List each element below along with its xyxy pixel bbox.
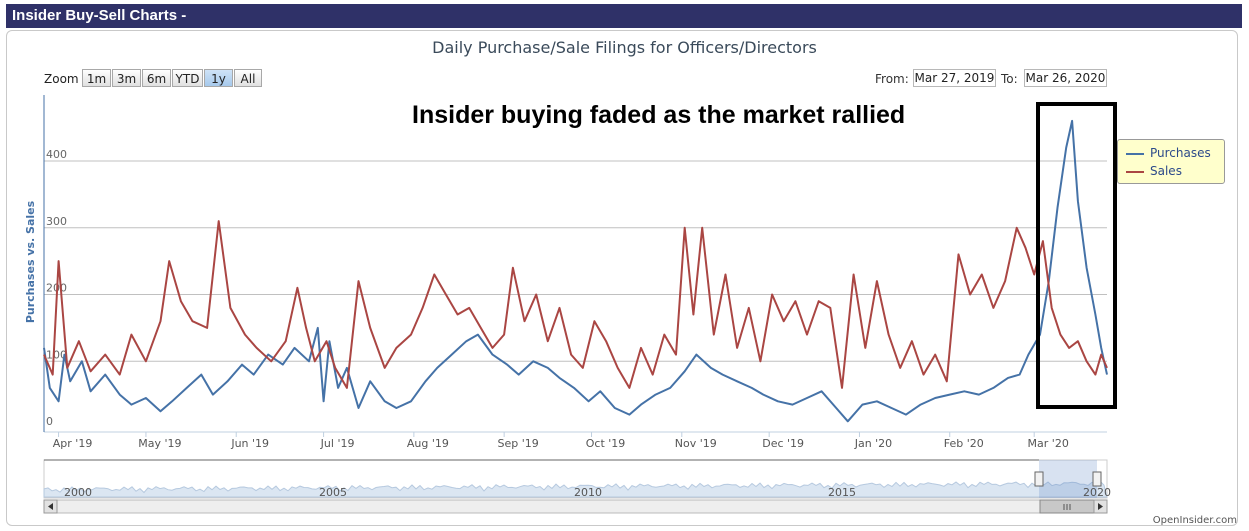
legend-swatch-sales bbox=[1126, 171, 1144, 173]
x-tick-label: Sep '19 bbox=[498, 437, 539, 450]
y-tick-label: 0 bbox=[46, 415, 53, 428]
navigator-series-area bbox=[43, 480, 1108, 498]
navigator-left-handle[interactable] bbox=[1034, 471, 1044, 487]
zoom-1m-button[interactable]: 1m bbox=[82, 69, 111, 87]
chevron-right-icon bbox=[1098, 503, 1103, 510]
x-tick-label: Nov '19 bbox=[675, 437, 717, 450]
page-header: Insider Buy-Sell Charts - bbox=[6, 4, 1242, 28]
page-title: Insider Buy-Sell Charts - bbox=[12, 7, 187, 24]
navigator-year-label: 2015 bbox=[828, 486, 856, 499]
y-tick-label: 400 bbox=[46, 148, 67, 161]
navigator-year-label: 2005 bbox=[319, 486, 347, 499]
x-tick-label: Feb '20 bbox=[944, 437, 984, 450]
from-date-input[interactable]: Mar 27, 2019 bbox=[913, 69, 996, 87]
legend-label-purchases: Purchases bbox=[1150, 146, 1211, 160]
x-tick-label: Oct '19 bbox=[586, 437, 626, 450]
legend: Purchases Sales bbox=[1117, 139, 1225, 184]
y-axis-label: Purchases vs. Sales bbox=[24, 200, 37, 323]
navigator-year-label: 2010 bbox=[574, 486, 602, 499]
chart-title: Daily Purchase/Sale Filings for Officers… bbox=[432, 38, 817, 57]
x-tick-label: Apr '19 bbox=[53, 437, 93, 450]
grip-icon bbox=[1063, 504, 1071, 510]
series-line-sales[interactable] bbox=[43, 220, 1108, 389]
chevron-left-icon bbox=[48, 503, 53, 510]
x-tick-label: Aug '19 bbox=[407, 437, 449, 450]
x-tick-label: May '19 bbox=[138, 437, 181, 450]
from-label: From: bbox=[875, 72, 909, 86]
footer-credit: OpenInsider.com bbox=[1152, 515, 1237, 526]
zoom-ytd-button[interactable]: YTD bbox=[172, 69, 203, 87]
to-label: To: bbox=[1001, 72, 1018, 86]
grid-lines bbox=[44, 160, 1107, 433]
x-tick-label: Jul '19 bbox=[320, 437, 355, 450]
x-tick-labels: Apr '19 May '19 Jun '19 Jul '19 Aug '19 Sep '… bbox=[53, 432, 1069, 450]
zoom-3m-button[interactable]: 3m bbox=[112, 69, 141, 87]
scrollbar-track[interactable] bbox=[43, 499, 1108, 514]
navigator[interactable]: 2000 2005 2010 2015 2020 bbox=[43, 459, 1111, 499]
chart-annotation: Insider buying faded as the market ralli… bbox=[412, 101, 906, 129]
y-tick-label: 100 bbox=[46, 348, 67, 361]
zoom-1y-button[interactable]: 1y bbox=[204, 69, 233, 87]
x-tick-label: Mar '20 bbox=[1028, 437, 1069, 450]
zoom-label: Zoom bbox=[44, 72, 79, 86]
legend-label-sales: Sales bbox=[1150, 164, 1182, 178]
x-tick-label: Jan '20 bbox=[854, 437, 892, 450]
navigator-right-handle[interactable] bbox=[1092, 471, 1102, 487]
to-date-input[interactable]: Mar 26, 2020 bbox=[1024, 69, 1107, 87]
x-tick-label: Dec '19 bbox=[762, 437, 804, 450]
chart-panel bbox=[6, 30, 1238, 526]
series-line-purchases[interactable] bbox=[43, 119, 1108, 423]
highlight-box bbox=[1036, 102, 1117, 409]
zoom-6m-button[interactable]: 6m bbox=[142, 69, 171, 87]
legend-swatch-purchases bbox=[1126, 153, 1144, 155]
y-tick-label: 300 bbox=[46, 215, 67, 228]
navigator-year-label: 2000 bbox=[64, 486, 92, 499]
zoom-all-button[interactable]: All bbox=[234, 69, 262, 87]
x-tick-label: Jun '19 bbox=[230, 437, 269, 450]
navigator-year-label: 2020 bbox=[1083, 486, 1111, 499]
navigator-selected-range[interactable] bbox=[1039, 460, 1097, 498]
scrollbar[interactable] bbox=[43, 499, 1108, 514]
